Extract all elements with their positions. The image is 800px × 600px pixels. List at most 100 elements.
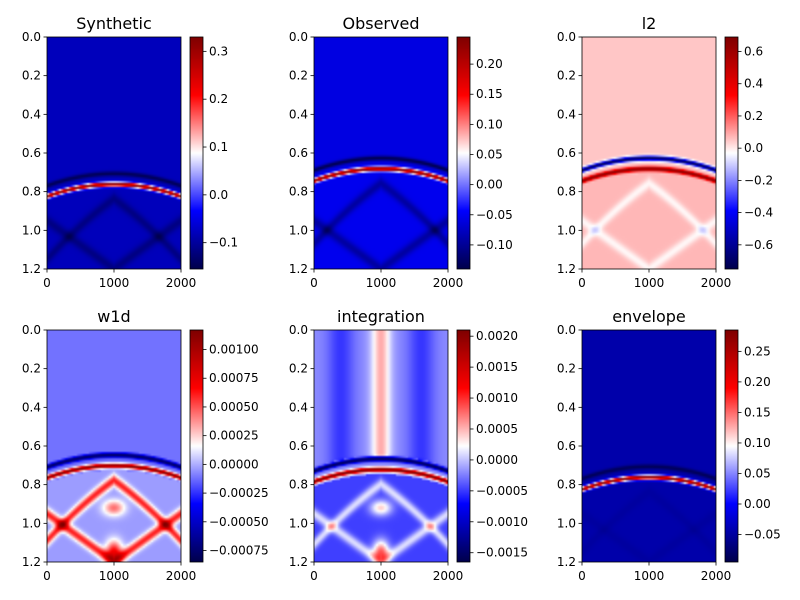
y-tick-label: 0.0 — [289, 30, 308, 44]
colorbar-tick-label: 0.15 — [476, 87, 503, 101]
y-tick-label: 1.0 — [557, 516, 576, 530]
colorbar-tick-label: 0.00025 — [209, 429, 259, 443]
x-tick-label: 0 — [578, 276, 586, 290]
colorbar-tick-label: 0.10 — [476, 117, 503, 131]
subplot-title: Synthetic — [76, 14, 152, 33]
colorbar-tick-label: 0.0015 — [476, 360, 518, 374]
x-tick-label: 2000 — [433, 276, 464, 290]
colorbar-tick-label: 0.15 — [744, 405, 771, 419]
y-tick-label: 1.0 — [22, 516, 41, 530]
y-tick-label: 0.8 — [557, 185, 576, 199]
colorbar-tick-label: 0.3 — [209, 44, 228, 58]
colorbar-tick-label: 0.00050 — [209, 400, 259, 414]
colorbar-gradient — [725, 37, 738, 269]
colorbar-tick-label: 0.00100 — [209, 343, 259, 357]
y-tick-label: 0.0 — [22, 30, 41, 44]
y-tick-label: 1.0 — [22, 223, 41, 237]
colorbar-tick-label: −0.00075 — [209, 544, 269, 558]
x-tick-label: 2000 — [166, 276, 197, 290]
colorbar-gradient — [190, 330, 203, 562]
y-tick-label: 0.0 — [289, 323, 308, 337]
y-tick-label: 0.4 — [289, 400, 308, 414]
y-tick-label: 1.2 — [289, 555, 308, 569]
colorbar-tick-label: −0.05 — [744, 528, 781, 542]
y-tick-label: 0.6 — [289, 146, 308, 160]
x-tick-label: 0 — [310, 569, 318, 583]
x-tick-label: 0 — [578, 569, 586, 583]
heatmap-image — [314, 37, 448, 269]
colorbar-tick-label: 0.2 — [209, 92, 228, 106]
y-tick-label: 0.2 — [289, 362, 308, 376]
colorbar-tick-label: −0.0010 — [476, 515, 528, 529]
y-tick-label: 0.2 — [22, 362, 41, 376]
subplot-title: envelope — [612, 307, 686, 326]
colorbar-gradient — [457, 330, 470, 562]
y-tick-label: 0.2 — [289, 69, 308, 83]
colorbar-tick-label: −0.00050 — [209, 515, 269, 529]
subplot-title: l2 — [642, 14, 657, 33]
subplot-title: integration — [337, 307, 425, 326]
colorbar-tick-label: 0.05 — [476, 148, 503, 162]
colorbar-tick-label: −0.1 — [209, 236, 238, 250]
colorbar-gradient — [725, 330, 738, 562]
heatmap-image — [582, 37, 716, 269]
y-tick-label: 1.2 — [22, 262, 41, 276]
x-tick-label: 1000 — [366, 569, 397, 583]
colorbar-frame — [189, 36, 204, 270]
colorbar-tick-label: −0.05 — [476, 208, 513, 222]
subplot-title: w1d — [97, 307, 130, 326]
colorbar-tick-label: 0.00 — [476, 178, 503, 192]
x-tick-label: 1000 — [99, 276, 130, 290]
y-tick-label: 0.6 — [22, 146, 41, 160]
colorbar-tick-label: 0.0 — [744, 141, 763, 155]
colorbar-tick-label: 0.05 — [744, 466, 771, 480]
y-tick-label: 0.8 — [22, 185, 41, 199]
y-tick-label: 0.2 — [22, 69, 41, 83]
colorbar-tick-label: −0.0015 — [476, 546, 528, 560]
x-tick-label: 2000 — [433, 569, 464, 583]
y-tick-label: 0.4 — [22, 107, 41, 121]
colorbar-tick-label: 0.0000 — [476, 453, 518, 467]
colorbar-tick-label: 0.20 — [476, 57, 503, 71]
colorbar-tick-label: 0.0 — [209, 188, 228, 202]
colorbar-tick-label: 0.2 — [744, 109, 763, 123]
colorbar-tick-label: 0.1 — [209, 140, 228, 154]
y-tick-label: 0.8 — [557, 478, 576, 492]
y-tick-label: 0.8 — [22, 478, 41, 492]
colorbar-tick-label: −0.10 — [476, 238, 513, 252]
x-tick-label: 2000 — [166, 569, 197, 583]
colorbar-tick-label: −0.00025 — [209, 486, 269, 500]
y-tick-label: 1.0 — [557, 223, 576, 237]
x-tick-label: 1000 — [634, 569, 665, 583]
colorbar-tick-label: 0.0020 — [476, 329, 518, 343]
y-tick-label: 0.4 — [557, 400, 576, 414]
x-tick-label: 0 — [43, 276, 51, 290]
y-tick-label: 0.2 — [557, 69, 576, 83]
colorbar-tick-label: 0.4 — [744, 77, 763, 91]
y-tick-label: 0.2 — [557, 362, 576, 376]
heatmap-image — [47, 330, 181, 562]
y-tick-label: 0.8 — [289, 185, 308, 199]
y-tick-label: 1.2 — [557, 262, 576, 276]
colorbar-tick-label: 0.00000 — [209, 457, 259, 471]
y-tick-label: 0.6 — [557, 439, 576, 453]
x-tick-label: 0 — [43, 569, 51, 583]
colorbar-tick-label: −0.6 — [744, 238, 773, 252]
x-tick-label: 2000 — [701, 276, 732, 290]
y-tick-label: 0.6 — [22, 439, 41, 453]
colorbar-tick-label: 0.0010 — [476, 391, 518, 405]
colorbar-frame — [724, 329, 739, 563]
colorbar-tick-label: −0.0005 — [476, 484, 528, 498]
colorbar-frame — [456, 329, 471, 563]
colorbar-tick-label: 0.00 — [744, 497, 771, 511]
heatmap-image — [314, 330, 448, 562]
y-tick-label: 1.0 — [289, 516, 308, 530]
colorbar-tick-label: 0.00075 — [209, 371, 259, 385]
colorbar-frame — [456, 36, 471, 270]
y-tick-label: 0.0 — [557, 30, 576, 44]
x-tick-label: 1000 — [99, 569, 130, 583]
y-tick-label: 0.0 — [22, 323, 41, 337]
y-tick-label: 0.4 — [289, 107, 308, 121]
y-tick-label: 0.4 — [557, 107, 576, 121]
